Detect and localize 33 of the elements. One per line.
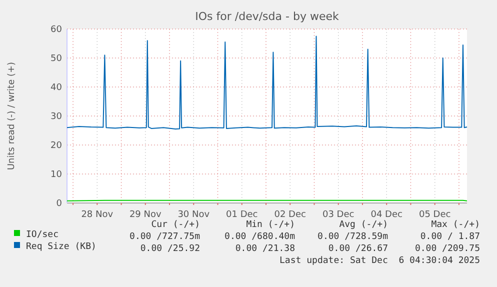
y-tick-label: 50 (50, 54, 62, 64)
x-tick-label: 05 Dec (418, 210, 451, 220)
text: Max (-/+) (431, 220, 480, 230)
text: 0.00 /728.59m (318, 232, 388, 242)
text: Last update: Sat Dec 6 04:30:04 2025 (280, 256, 480, 266)
x-tick-label: 01 Dec (226, 210, 258, 220)
text: 0.00 /209.75 (414, 244, 480, 254)
y-tick-label: 0 (56, 199, 62, 209)
x-tick-label: 04 Dec (370, 210, 403, 220)
legend-label: IO/sec (26, 230, 59, 240)
text: Cur (-/+) (151, 220, 200, 230)
text: Avg (-/+) (339, 220, 388, 230)
y-tick-label: 40 (50, 83, 62, 93)
line-series (66, 36, 468, 130)
text: 0.00 /21.38 (235, 244, 295, 254)
y-axis-title: Units read (-) / write (+) (7, 62, 17, 170)
x-tick-label: 03 Dec (322, 210, 354, 220)
text: 0.00 /727.75m (130, 232, 200, 242)
x-tick-label: 02 Dec (274, 210, 306, 220)
chart-title: IOs for /dev/sda - by week (195, 10, 340, 23)
text: 0.00 /680.40m (224, 232, 295, 242)
text: 0.00 /25.92 (140, 244, 200, 254)
text: 0.00 / 1.87 (420, 232, 480, 242)
x-tick-label: 28 Nov (81, 210, 114, 220)
y-tick-label: 60 (50, 25, 62, 35)
legend-label: Req Size (KB) (26, 242, 96, 252)
y-tick-label: 20 (50, 141, 62, 151)
y-tick-label: 30 (50, 112, 62, 122)
x-tick-label: 30 Nov (178, 210, 210, 220)
text: 0.00 /26.67 (328, 244, 388, 254)
x-tick-label: 29 Nov (129, 210, 162, 220)
y-tick-label: 10 (50, 170, 62, 180)
text: Min (-/+) (246, 220, 295, 230)
